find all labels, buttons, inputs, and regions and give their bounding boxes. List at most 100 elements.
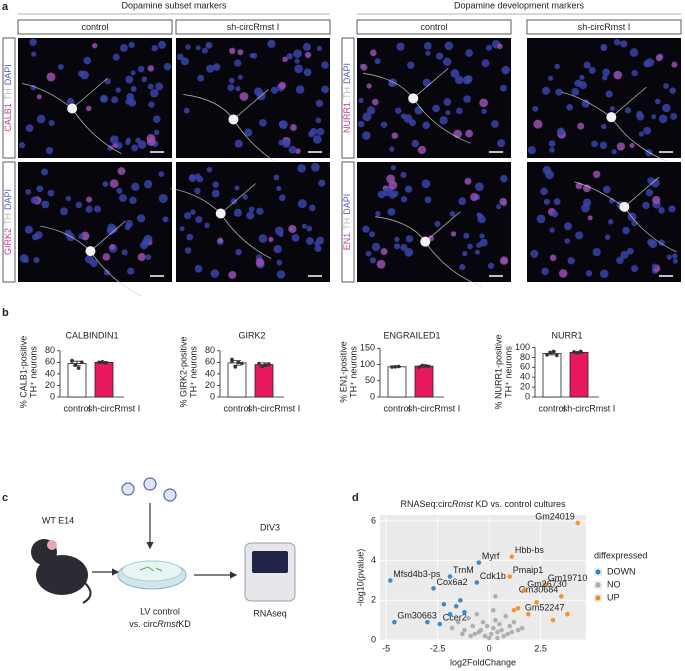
nucleus: [116, 187, 123, 194]
nucleus: [125, 75, 134, 84]
nucleus: [391, 132, 399, 140]
nucleus: [616, 256, 624, 265]
nucleus: [583, 61, 591, 69]
nucleus: [574, 79, 582, 87]
nucleus: [533, 119, 543, 129]
nucleus: [400, 171, 407, 178]
nucleus: [670, 112, 678, 120]
nucleus: [636, 112, 645, 121]
nucleus: [645, 189, 654, 197]
group-title: Dopamine development markers: [454, 0, 585, 10]
data-point: [548, 350, 553, 355]
column-box: [356, 19, 512, 35]
y-tick-label: 20: [205, 380, 215, 390]
data-point: [263, 363, 268, 368]
row-label-part: TH: [3, 213, 13, 225]
nucleus: [206, 64, 215, 73]
nucleus: [228, 271, 237, 279]
nucleus: [620, 250, 629, 259]
nucleus: [47, 189, 55, 197]
vector-part: KD: [178, 619, 191, 629]
nucleus: [369, 257, 376, 264]
nucleus: [555, 88, 563, 96]
nucleus: [527, 146, 536, 155]
nucleus: [390, 165, 397, 171]
nucleus: [248, 206, 255, 213]
nucleus: [306, 225, 313, 232]
nucleus: [237, 49, 244, 56]
data-point: [542, 582, 548, 587]
data-point: [423, 364, 428, 368]
nucleus: [607, 219, 614, 225]
nucleus: [290, 124, 297, 131]
data-point: [388, 578, 393, 583]
data-point: [511, 607, 517, 613]
data-point: [486, 635, 492, 641]
nucleus: [380, 247, 388, 256]
nucleus: [295, 148, 301, 154]
nucleus: [137, 65, 145, 73]
data-point: [480, 619, 486, 625]
data-point: [437, 621, 443, 627]
data-point: [476, 560, 482, 565]
nucleus: [464, 75, 473, 83]
data-point: [491, 625, 496, 631]
nucleus: [120, 44, 128, 52]
nucleus: [201, 47, 208, 54]
cells: [139, 566, 163, 572]
data-point: [466, 615, 471, 621]
nucleus: [315, 99, 324, 108]
nucleus: [179, 226, 185, 232]
nucleus: [297, 199, 307, 209]
nucleus: [592, 248, 601, 257]
nucleus: [180, 57, 189, 66]
nucleus: [613, 38, 621, 46]
soma: [420, 236, 431, 247]
nucleus: [368, 231, 376, 238]
y-tick-label: 150: [360, 343, 375, 353]
nucleus: [36, 114, 46, 124]
nucleus: [613, 70, 623, 80]
nucleus: [195, 216, 203, 224]
nucleus: [273, 244, 282, 254]
y-axis-label: TH⁺ neurons: [503, 346, 513, 398]
nucleus: [158, 194, 168, 204]
soma: [85, 246, 96, 257]
nucleus: [66, 232, 75, 242]
nucleus: [282, 56, 288, 63]
nucleus: [259, 119, 267, 127]
row-label: GIRK2 TH DAPI: [3, 189, 13, 255]
nucleus: [599, 269, 609, 279]
nucleus: [554, 63, 560, 70]
nucleus: [303, 68, 312, 77]
row-label-part: DAPI: [3, 64, 13, 85]
y-tick-label: 60: [45, 357, 55, 367]
nucleus: [316, 127, 325, 136]
nucleus: [541, 86, 551, 95]
nucleus: [414, 106, 423, 115]
nucleus: [242, 194, 248, 200]
mouse-tail: [82, 582, 92, 604]
nucleus: [553, 198, 561, 205]
nucleus: [403, 114, 413, 123]
nucleus: [24, 225, 33, 234]
nucleus: [276, 185, 282, 192]
nucleus: [581, 99, 590, 108]
data-point: [507, 574, 513, 579]
data-point: [100, 359, 105, 364]
row-label-part: DAPI: [342, 63, 352, 84]
nucleus: [626, 247, 634, 255]
soma: [619, 201, 630, 212]
legend-label: UP: [607, 592, 620, 602]
nucleus: [112, 53, 120, 61]
nucleus: [291, 234, 300, 242]
nucleus: [566, 103, 573, 111]
nucleus: [196, 175, 204, 183]
data-point: [474, 580, 480, 585]
gene-label: Gm30684: [519, 585, 559, 595]
nucleus: [454, 75, 464, 85]
data-point: [97, 360, 101, 365]
nucleus: [234, 185, 240, 191]
nucleus: [481, 59, 490, 68]
nucleus: [474, 249, 480, 255]
